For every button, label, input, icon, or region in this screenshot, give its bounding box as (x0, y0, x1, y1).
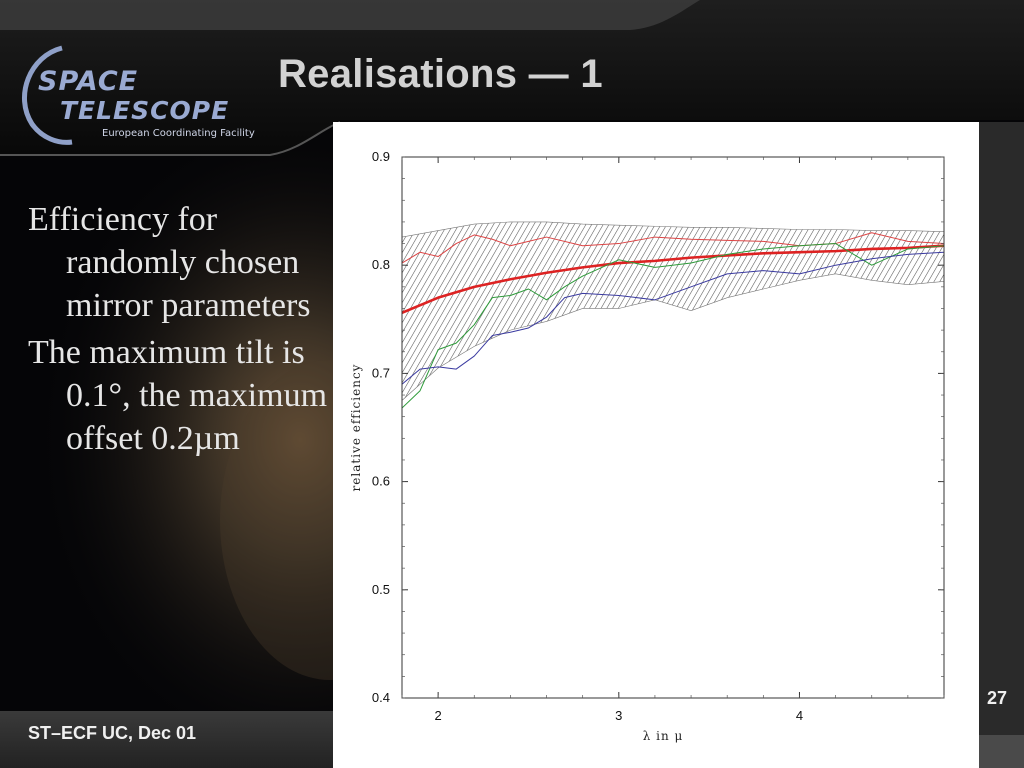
series-line-green (402, 243, 944, 409)
footer-text: ST–ECF UC, Dec 01 (28, 723, 197, 743)
x-tick-label: 4 (796, 708, 803, 723)
x-axis-title: λ in μ (643, 729, 684, 743)
y-tick-label: 0.6 (372, 474, 390, 489)
y-tick-label: 0.9 (372, 149, 390, 164)
bullet-item: Efficiency for randomly chosen mirror pa… (28, 201, 311, 324)
y-tick-label: 0.4 (372, 690, 390, 705)
slide-title: Realisations — 1 (278, 52, 603, 96)
svg-text:European Coordinating Facility: European Coordinating Facility (102, 128, 255, 139)
plot-frame (401, 156, 945, 699)
y-tick-label: 0.5 (372, 582, 390, 597)
y-axis-title: relative efficiency (349, 364, 363, 492)
y-tick-label: 0.8 (372, 257, 390, 272)
series-line-blue (402, 251, 944, 385)
svg-text:SPACE: SPACE (38, 66, 138, 97)
x-tick-label: 3 (615, 708, 622, 723)
svg-text:TELESCOPE: TELESCOPE (60, 96, 229, 125)
series-line-mean (402, 244, 944, 315)
efficiency-chart: 0.4 0.5 0.6 0.7 0.8 0.9 2 3 4 λ in μ relative effi… (349, 149, 945, 743)
hatched-band (402, 221, 944, 401)
page-number: 27 (987, 688, 1008, 708)
x-tick-label: 2 (435, 708, 442, 723)
bullet-item: The maximum tilt is 0.1°, the maximum of… (28, 334, 328, 457)
space-telescope-logo: SPACE TELESCOPE European Coordinating Fa… (21, 45, 255, 145)
chart-panel: 0.4 0.5 0.6 0.7 0.8 0.9 2 3 4 λ in μ relative effi… (333, 122, 979, 768)
bullet-list: Efficiency for randomly chosen mirror pa… (28, 198, 328, 464)
y-tick-label: 0.7 (372, 365, 390, 380)
